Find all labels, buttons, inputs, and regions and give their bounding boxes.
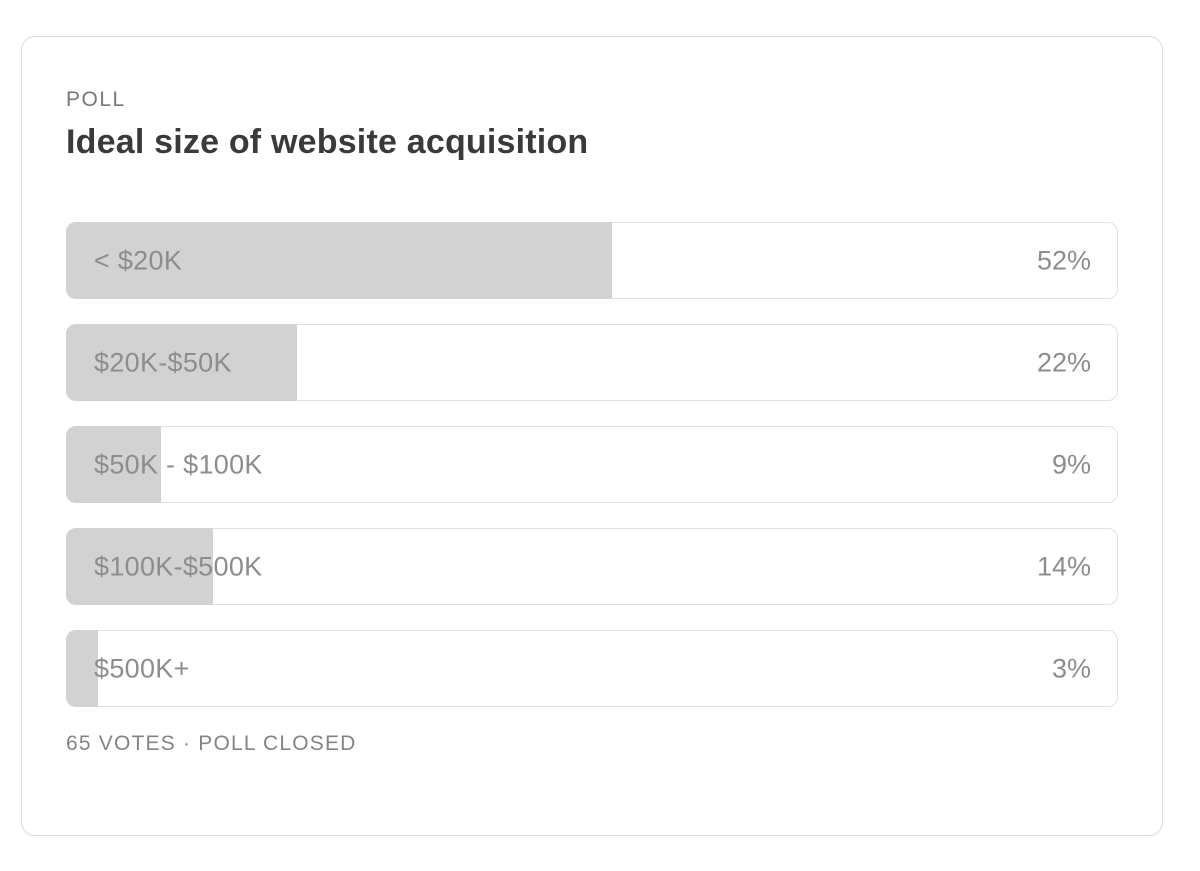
poll-option-label: $20K-$50K bbox=[94, 347, 232, 377]
poll-option-percent: 14% bbox=[1036, 551, 1091, 581]
poll-option-label: $100K-$500K bbox=[94, 551, 263, 581]
poll-option-bar bbox=[66, 630, 98, 707]
poll-option-row-50k-100k: $50K - $100K 9% bbox=[66, 426, 1118, 503]
poll-option-label: < $20K bbox=[94, 245, 183, 275]
poll-title: Ideal size of website acquisition bbox=[66, 123, 589, 161]
poll-option-row-20k-50k: $20K-$50K 22% bbox=[66, 324, 1118, 401]
poll-kicker: POLL bbox=[66, 88, 126, 111]
poll-option-bar bbox=[66, 324, 297, 401]
poll-options-list: < $20K 52% $20K-$50K 22% $50K - $100K 9%… bbox=[66, 222, 1118, 707]
poll-option-percent: 52% bbox=[1036, 245, 1091, 275]
poll-option-percent: 9% bbox=[1051, 449, 1091, 479]
poll-option-row-lt-20k: < $20K 52% bbox=[66, 222, 1118, 299]
poll-option-bar bbox=[66, 222, 612, 299]
poll-option-row-100k-500k: $100K-$500K 14% bbox=[66, 528, 1118, 605]
poll-option-bar bbox=[66, 426, 161, 503]
poll-option-label: $50K - $100K bbox=[94, 449, 263, 479]
poll-card: POLL Ideal size of website acquisition <… bbox=[21, 36, 1163, 836]
poll-option-row-500k-plus: $500K+ 3% bbox=[66, 630, 1118, 707]
poll-option-bar bbox=[66, 528, 213, 605]
poll-option-percent: 3% bbox=[1051, 653, 1091, 683]
poll-option-label: $500K+ bbox=[94, 653, 190, 683]
poll-votes-status: 65 VOTES · POLL CLOSED bbox=[66, 732, 357, 755]
poll-option-percent: 22% bbox=[1036, 347, 1091, 377]
